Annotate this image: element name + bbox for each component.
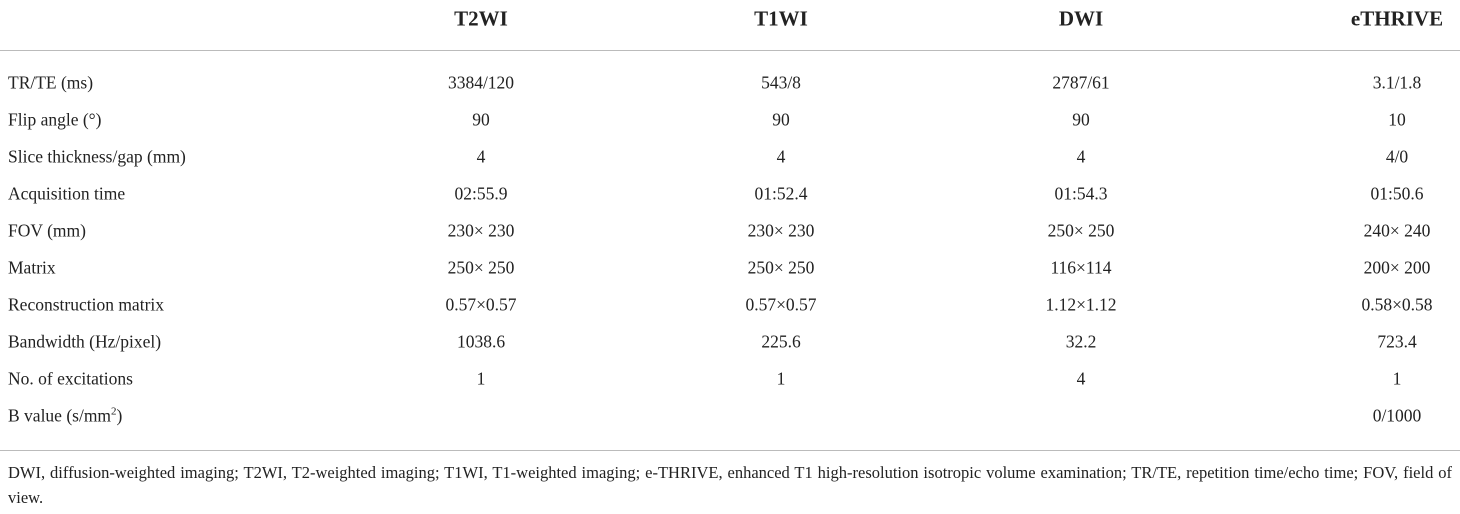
row-label: No. of excitations — [8, 369, 133, 390]
row-label-text: FOV (mm) — [8, 220, 86, 241]
row-label-text: Slice thickness/gap (mm) — [8, 146, 186, 167]
column-header: eTHRIVE — [1350, 6, 1444, 31]
table-cell: 3.1/1.8 — [1372, 72, 1422, 93]
table-cell: 1 — [1392, 368, 1402, 389]
row-label: Slice thickness/gap (mm) — [8, 147, 186, 168]
table-cell: 90 — [772, 109, 790, 130]
table-cell: 250× 250 — [447, 257, 515, 278]
row-label-text: Flip angle (°) — [8, 109, 102, 130]
table-cell: 32.2 — [1065, 331, 1097, 352]
row-label: B value (s/mm2) — [8, 406, 122, 427]
table-cell: 1 — [776, 368, 786, 389]
row-label: Bandwidth (Hz/pixel) — [8, 332, 161, 353]
table-cell: 4 — [776, 146, 786, 167]
row-label: FOV (mm) — [8, 221, 86, 242]
table-cell: 250× 250 — [1047, 220, 1115, 241]
table-cell: 200× 200 — [1363, 257, 1431, 278]
table-cell: 4/0 — [1385, 146, 1409, 167]
table-cell: 3384/120 — [447, 72, 515, 93]
table-cell: 723.4 — [1377, 331, 1417, 352]
table-cell: 230× 230 — [447, 220, 515, 241]
table-cell: 230× 230 — [747, 220, 815, 241]
row-label-text: Acquisition time — [8, 183, 126, 204]
row-label: TR/TE (ms) — [8, 73, 93, 94]
table-cell: 90 — [472, 109, 490, 130]
table-cell: 240× 240 — [1363, 220, 1431, 241]
table-cell: 02:55.9 — [454, 183, 508, 204]
table-cell: 90 — [1072, 109, 1090, 130]
table-cell: 1038.6 — [456, 331, 506, 352]
row-label: Acquisition time — [8, 184, 125, 205]
table-cell: 543/8 — [761, 72, 801, 93]
table-cell: 01:52.4 — [754, 183, 808, 204]
table-cell: 4 — [476, 146, 486, 167]
table-cell: 225.6 — [761, 331, 801, 352]
row-label-sup: 2 — [111, 405, 117, 418]
column-header: T1WI — [754, 6, 808, 31]
table-cell: 0.58×0.58 — [1361, 294, 1433, 315]
column-header: DWI — [1058, 6, 1104, 31]
table-cell: 4 — [1076, 368, 1086, 389]
row-label-text: Matrix — [8, 257, 56, 278]
row-label-text: Reconstruction matrix — [8, 294, 165, 315]
table-cell: 250× 250 — [747, 257, 815, 278]
table-cell: 0/1000 — [1372, 405, 1422, 426]
row-label: Matrix — [8, 258, 56, 279]
table-cell: 10 — [1388, 109, 1406, 130]
row-label-end: ) — [116, 405, 123, 426]
row-label-text: TR/TE (ms) — [8, 72, 94, 93]
table-cell: 01:54.3 — [1054, 183, 1108, 204]
table-cell: 116×114 — [1050, 257, 1112, 278]
table-cell: 1 — [476, 368, 486, 389]
footnote: DWI, diffusion-weighted imaging; T2WI, T… — [8, 463, 1452, 507]
table-cell: 4 — [1076, 146, 1086, 167]
table-cell: 1.12×1.12 — [1045, 294, 1117, 315]
table-cell: 01:50.6 — [1370, 183, 1424, 204]
table-cell: 0.57×0.57 — [745, 294, 817, 315]
bottom-rule — [0, 450, 1460, 451]
row-label-text: No. of excitations — [8, 368, 133, 389]
header-rule — [0, 50, 1460, 51]
row-label: Reconstruction matrix — [8, 295, 164, 316]
column-header: T2WI — [454, 6, 508, 31]
table-cell: 2787/61 — [1052, 72, 1110, 93]
row-label-text: B value (s/mm — [8, 405, 112, 426]
row-label: Flip angle (°) — [8, 110, 102, 131]
table-cell: 0.57×0.57 — [445, 294, 517, 315]
row-label-text: Bandwidth (Hz/pixel) — [8, 331, 162, 352]
